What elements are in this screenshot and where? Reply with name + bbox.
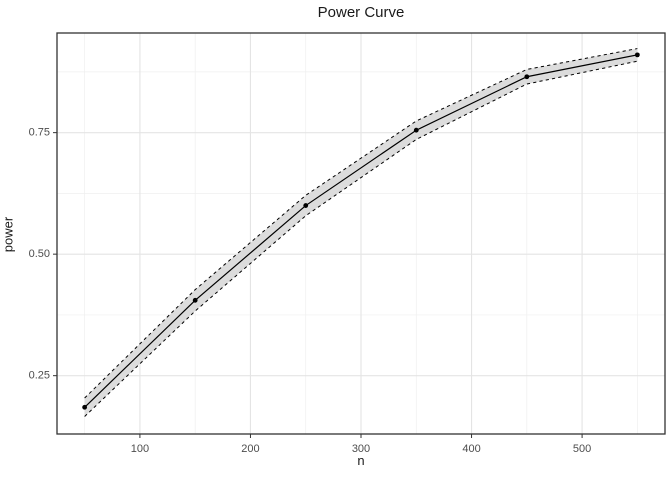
x-tick-label: 400 [462,443,480,455]
x-tick-label: 200 [241,443,259,455]
x-axis-title: n [357,453,365,468]
data-point [82,404,88,410]
y-tick-label: 0.75 [29,127,50,139]
y-tick-label: 0.25 [29,370,50,382]
data-point [192,297,198,303]
data-point [634,52,640,58]
chart-title: Power Curve [317,4,405,21]
ci-upper-dashed-line [84,48,638,399]
x-tick-label: 300 [352,443,370,455]
data-point [413,127,419,133]
x-tick-label: 500 [573,443,591,455]
y-tick-label: 0.50 [29,248,50,260]
y-axis-title: power [0,216,16,253]
ci-lower-dashed-line [84,60,638,417]
data-point [303,203,309,208]
x-tick-label: 100 [131,443,149,455]
power-line [84,54,638,408]
data-point [524,74,530,80]
